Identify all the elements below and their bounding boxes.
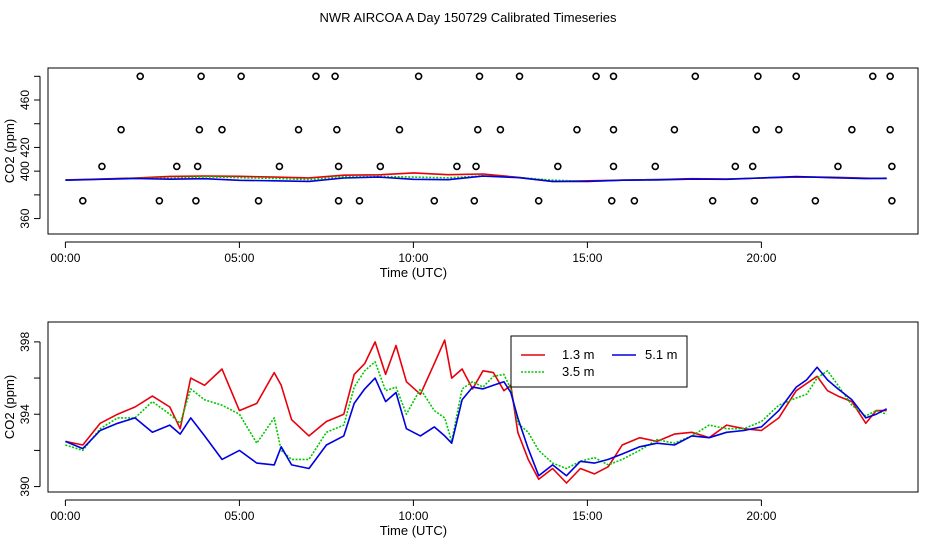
- data-point-marker: [136, 72, 145, 81]
- x-axis-label: Time (UTC): [380, 523, 447, 538]
- y-tick-label: 390: [18, 476, 32, 496]
- x-axis-label: Time (UTC): [380, 265, 447, 280]
- data-point-marker: [254, 197, 263, 205]
- data-point-marker: [592, 72, 600, 81]
- y-tick-label: 394: [18, 404, 32, 424]
- x-tick-label: 20:00: [746, 509, 776, 523]
- data-point-marker: [395, 125, 404, 134]
- data-point-marker: [573, 125, 581, 134]
- data-point-marker: [355, 197, 364, 205]
- legend-box: [510, 335, 688, 388]
- data-point-marker: [331, 72, 339, 81]
- legend-label-5-1m: 5.1 m: [645, 347, 678, 362]
- data-point-marker: [792, 72, 801, 81]
- top-panel: 00:00 05:00 10:00 15:00 20:00 Time (UTC) 360 40…: [2, 67, 919, 280]
- data-point-marker: [172, 162, 181, 171]
- data-point-marker: [430, 197, 439, 205]
- data-point-marker: [79, 197, 87, 205]
- data-point-marker: [515, 72, 524, 81]
- data-point-marker: [554, 162, 562, 171]
- x-tick-label: 05:00: [224, 251, 254, 265]
- data-point-marker: [470, 197, 479, 205]
- data-point-marker: [534, 197, 543, 205]
- data-point-marker: [708, 197, 717, 205]
- data-point-marker: [192, 197, 200, 205]
- data-point-marker: [98, 162, 106, 171]
- data-point-marker: [275, 162, 284, 171]
- data-point-marker: [294, 125, 303, 134]
- data-point-marker: [237, 72, 245, 81]
- x-tick-label: 00:00: [50, 509, 80, 523]
- x-tick-label: 10:00: [398, 251, 428, 265]
- series-line-5-1-m: [65, 175, 887, 183]
- bottom-panel: 00:00 05:00 10:00 15:00 20:00 Time (UTC) 390 39…: [2, 321, 919, 538]
- data-point-marker: [670, 125, 679, 134]
- data-point-marker: [453, 162, 461, 171]
- y-tick-label: 420: [18, 137, 32, 157]
- data-point-marker: [848, 125, 856, 134]
- y-tick-label: 398: [18, 332, 32, 352]
- data-point-marker: [472, 162, 480, 171]
- data-point-marker: [333, 125, 341, 134]
- data-point-marker: [886, 72, 894, 81]
- figure-title: NWR AIRCOA A Day 150729 Calibrated Times…: [320, 10, 617, 25]
- data-point-marker: [193, 162, 202, 171]
- y-tick-label: 360: [18, 208, 32, 228]
- data-point-marker: [886, 125, 894, 134]
- data-point-marker: [334, 162, 343, 171]
- data-point-marker: [752, 125, 760, 134]
- y-tick-label: 460: [18, 90, 32, 110]
- legend-label-1-3m: 1.3 m: [562, 347, 595, 362]
- data-point-marker: [811, 197, 820, 205]
- x-tick-label: 15:00: [572, 251, 602, 265]
- series-line-3-5-m: [65, 360, 887, 470]
- y-axis-label: CO2 (ppm): [2, 119, 17, 183]
- data-point-marker: [731, 162, 740, 171]
- data-point-marker: [609, 125, 618, 134]
- plot-frame: [47, 321, 919, 493]
- data-point-marker: [834, 162, 842, 171]
- data-point-marker: [117, 125, 125, 134]
- x-tick-label: 05:00: [224, 509, 254, 523]
- data-point-marker: [630, 197, 639, 205]
- y-axis-label: CO2 (ppm): [2, 375, 17, 439]
- x-tick-label: 15:00: [572, 509, 602, 523]
- series-line-5-1-m: [65, 366, 888, 477]
- data-point-marker: [691, 72, 700, 81]
- data-point-marker: [155, 197, 164, 205]
- legend-label-3-5m: 3.5 m: [562, 364, 595, 379]
- data-point-marker: [609, 162, 618, 171]
- y-tick-label: 400: [18, 161, 32, 181]
- data-point-marker: [473, 125, 482, 134]
- data-point-marker: [774, 125, 783, 134]
- data-point-marker: [334, 197, 343, 205]
- data-point-marker: [651, 162, 660, 171]
- data-point-marker: [312, 72, 320, 81]
- data-point-marker: [754, 72, 762, 81]
- data-point-marker: [376, 162, 385, 171]
- x-tick-label: 00:00: [50, 251, 80, 265]
- data-point-marker: [475, 72, 484, 81]
- data-point-marker: [197, 72, 205, 81]
- data-point-marker: [868, 72, 877, 81]
- data-point-marker: [888, 162, 896, 171]
- legend: 1.3 m 5.1 m 3.5 m: [510, 335, 688, 388]
- data-point-marker: [496, 125, 505, 134]
- data-point-marker: [414, 72, 423, 81]
- data-point-marker: [609, 72, 618, 81]
- data-point-marker: [888, 197, 896, 205]
- plot-frame: [47, 67, 919, 235]
- data-point-marker: [218, 125, 226, 134]
- series-line-1-3-m: [65, 339, 887, 484]
- data-point-marker: [607, 197, 616, 205]
- data-point-marker: [195, 125, 204, 134]
- x-tick-label: 20:00: [746, 251, 776, 265]
- data-point-marker: [750, 197, 759, 205]
- data-point-marker: [748, 162, 757, 171]
- x-tick-label: 10:00: [398, 509, 428, 523]
